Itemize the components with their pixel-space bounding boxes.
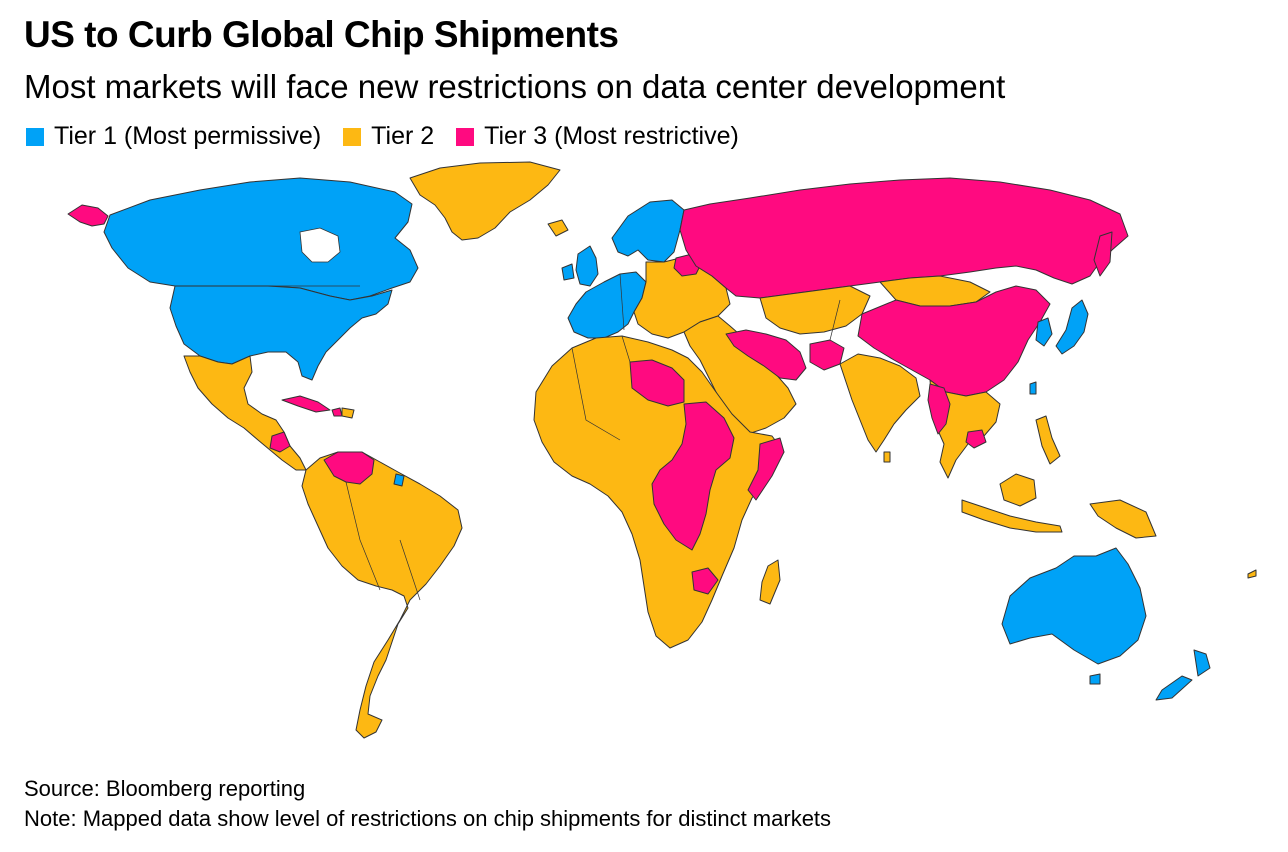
region-zimbabwe (691, 567, 719, 595)
region-nicaragua (269, 431, 291, 453)
region-china (857, 285, 1051, 397)
region-tasmania (1089, 673, 1101, 685)
region-somalia (747, 437, 785, 501)
region-iran-iraq (725, 329, 807, 381)
region-libya (629, 359, 685, 407)
region-cuba (281, 395, 331, 413)
region-pacific-islands (1247, 569, 1257, 579)
hudson-bay (299, 227, 341, 263)
region-borneo (999, 473, 1037, 507)
region-india (839, 353, 921, 453)
region-philippines (1035, 415, 1061, 465)
chart-title: US to Curb Global Chip Shipments (24, 14, 619, 55)
legend-label-tier3: Tier 3 (Most restrictive) (484, 122, 739, 150)
legend-swatch-tier3 (456, 127, 475, 146)
legend-item-tier3: Tier 3 (Most restrictive) (456, 122, 739, 151)
region-middle-east (683, 315, 797, 435)
legend-swatch-tier2 (343, 127, 362, 146)
region-central-africa (651, 401, 735, 551)
region-scandinavia (611, 199, 685, 263)
region-sri-lanka (883, 451, 891, 463)
region-alaska (67, 204, 109, 227)
world-map-svg (67, 161, 1257, 739)
legend-label-tier1: Tier 1 (Most permissive) (54, 122, 322, 150)
region-afghanistan (809, 339, 845, 371)
region-south-america (301, 451, 463, 739)
region-madagascar (759, 559, 781, 605)
border-africa-1 (571, 347, 621, 441)
region-united-kingdom (575, 245, 599, 287)
region-kamchatka (1093, 231, 1113, 277)
region-dominican-republic (341, 407, 355, 419)
region-greenland (409, 161, 561, 241)
region-russia (679, 177, 1129, 299)
border-south-america-2 (399, 539, 421, 601)
region-central-asia (759, 285, 871, 335)
border-asia-1 (829, 299, 841, 341)
source-note: Source: Bloomberg reporting (24, 776, 306, 801)
region-myanmar (927, 383, 951, 435)
region-venezuela (323, 451, 375, 485)
border-south-america-1 (345, 481, 381, 591)
region-mexico (183, 355, 307, 471)
region-canada (103, 177, 419, 301)
region-cambodia (965, 429, 987, 449)
legend-item-tier2: Tier 2 (343, 122, 434, 151)
border-africa-2 (621, 335, 631, 363)
footnote: Note: Mapped data show level of restrict… (24, 806, 832, 831)
region-south-korea (1035, 317, 1053, 347)
region-australia (1001, 547, 1147, 665)
chart-subtitle: Most markets will face new restrictions … (24, 68, 1006, 105)
region-taiwan (1029, 381, 1037, 395)
region-western-europe (567, 271, 647, 339)
region-new-guinea (1089, 499, 1157, 539)
region-iceland (547, 219, 569, 237)
legend-swatch-tier1 (26, 127, 44, 146)
region-new-zealand-south (1155, 675, 1193, 701)
region-japan (1055, 299, 1089, 355)
world-map (0, 160, 1288, 760)
border-europe-1 (619, 273, 625, 331)
legend: Tier 1 (Most permissive) Tier 2 Tier 3 (… (26, 122, 761, 151)
region-indonesia (961, 499, 1063, 533)
region-ireland (561, 263, 575, 281)
legend-item-tier1: Tier 1 (Most permissive) (26, 122, 321, 151)
region-new-zealand (1193, 649, 1211, 677)
legend-label-tier2: Tier 2 (371, 122, 435, 150)
region-french-guiana (393, 473, 405, 487)
region-haiti (331, 407, 343, 417)
